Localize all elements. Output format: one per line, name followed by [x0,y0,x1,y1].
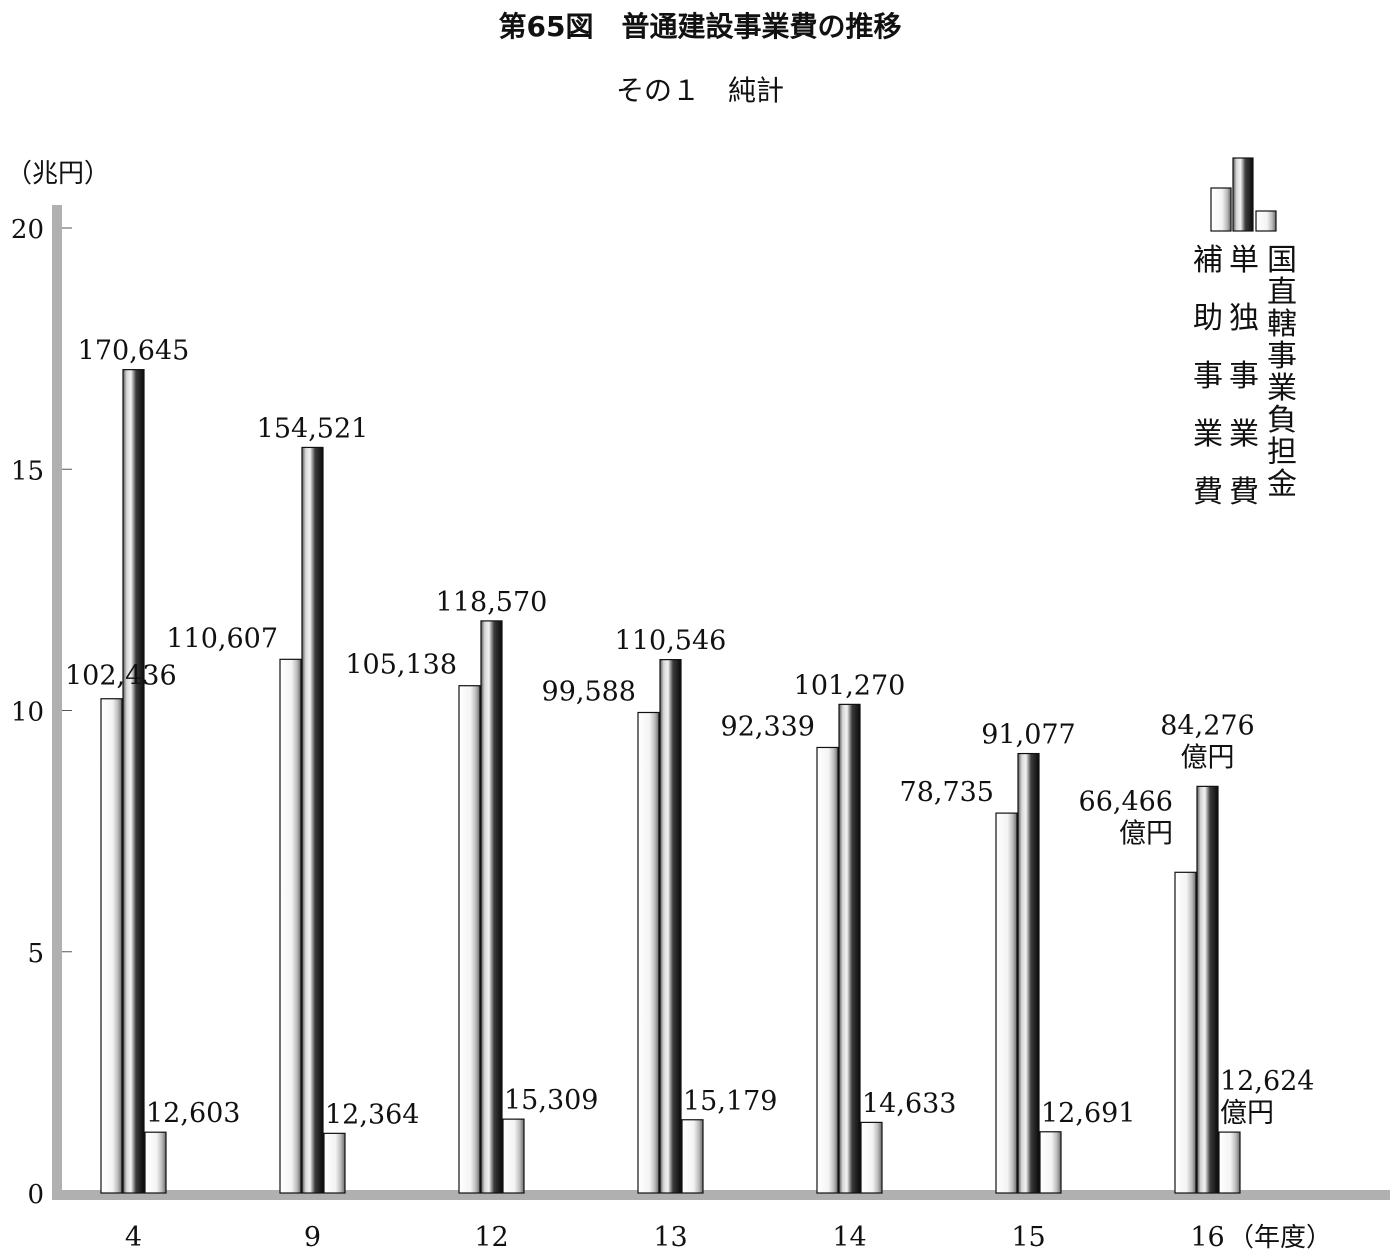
legend-swatch [1255,210,1277,232]
bar-direct-burden [681,1119,704,1194]
x-tick-label: 12 [474,1222,508,1253]
legend-label-char: 金 [1267,467,1297,502]
unit-label: 億円 [1220,1098,1274,1129]
legend-label-char: 担 [1267,435,1297,470]
bar-subsidy [816,746,839,1194]
legend-label-char: 費 [1229,475,1259,510]
axes: 0 5 10 15 20 [11,205,1390,1210]
data-label: 99,588 [542,676,636,707]
unit-label: 億円 [1181,742,1235,773]
bar-direct-burden [144,1131,167,1194]
x-tick-label: 14 [832,1222,866,1253]
bar-subsidy [100,698,123,1194]
data-label: 102,436 [65,661,177,692]
data-label: 78,735 [900,777,994,808]
data-label: 118,570 [436,587,548,618]
data-label: 110,607 [166,623,278,654]
legend-swatch [1210,187,1232,232]
bar-independent [480,620,503,1194]
legend-label-char: 助 [1193,301,1223,336]
x-tick-label: 13 [653,1222,687,1253]
data-label: 170,645 [78,336,190,367]
data-label: 12,691 [1041,1098,1135,1129]
data-label: 66,466 [1079,786,1173,817]
legend-label-char: 国 [1267,243,1297,278]
y-tick-label: 5 [27,939,44,969]
legend-label-char: 業 [1267,371,1297,406]
bar-direct-burden [860,1121,883,1194]
x-tick-label: 16 [1190,1222,1224,1253]
data-label: 15,309 [504,1085,598,1116]
x-axis-label: （年度） [1228,1223,1332,1253]
unit-label: 億円 [1119,818,1173,849]
legend-label-char: 独 [1229,301,1259,336]
bar-independent [838,703,861,1194]
legend-label-char: 費 [1193,475,1223,510]
x-tick-label: 4 [125,1222,142,1253]
bar-independent [301,446,324,1194]
legend-label-char: 業 [1229,417,1259,452]
legend-label-char: 負 [1267,403,1297,438]
bar-subsidy [458,685,481,1194]
data-label: 14,633 [862,1088,956,1119]
y-tick-label: 0 [27,1180,44,1210]
bar-independent [1017,752,1040,1194]
bar-subsidy [637,711,660,1194]
legend-label-char: 事 [1267,339,1297,374]
bar-direct-burden [1039,1131,1062,1194]
y-tick-label: 15 [11,456,44,486]
bar-direct-burden [1218,1131,1241,1194]
data-label: 91,077 [981,720,1075,751]
data-label: 110,546 [615,626,727,657]
data-label: 12,603 [146,1098,240,1129]
y-tick-label: 20 [11,215,44,245]
data-label: 84,276 [1160,710,1254,741]
x-axis-line [52,1190,1390,1200]
data-label: 92,339 [721,711,815,742]
chart-title: 第65図 普通建設事業費の推移 [499,10,902,43]
bar-subsidy [1174,871,1197,1194]
bar-direct-burden [323,1132,346,1194]
data-label: 105,138 [345,650,457,681]
data-label: 15,179 [683,1086,777,1117]
legend-label-char: 業 [1193,417,1223,452]
data-label: 12,624 [1220,1066,1314,1097]
data-label: 12,364 [325,1099,419,1130]
bar-independent [122,369,145,1194]
y-axis-line [52,205,62,1198]
x-tick-label: 15 [1011,1222,1045,1253]
x-tick-label: 9 [304,1222,321,1253]
legend-label-char: 補 [1193,243,1223,278]
legend-swatch [1232,157,1254,232]
legend-label-char: 轄 [1267,307,1297,342]
bar-subsidy [279,658,302,1194]
y-tick-label: 10 [11,698,44,728]
bar-independent [1196,785,1219,1194]
data-label: 101,270 [794,670,906,701]
legend-label-char: 直 [1267,275,1297,310]
bars-group [100,369,1241,1194]
bar-independent [659,659,682,1194]
bar-subsidy [995,812,1018,1194]
legend-label-char: 単 [1229,243,1259,278]
data-label: 154,521 [257,413,369,444]
y-axis-label: （兆円） [6,159,110,189]
legend-label-char: 事 [1193,359,1223,394]
bar-direct-burden [502,1118,525,1194]
chart-subtitle: その１ 純計 [616,74,784,107]
data-labels-group: 4 102,436 170,645 12,603 9 110,607 154,521 12,3… [65,336,1314,1253]
legend-label-char: 事 [1229,359,1259,394]
